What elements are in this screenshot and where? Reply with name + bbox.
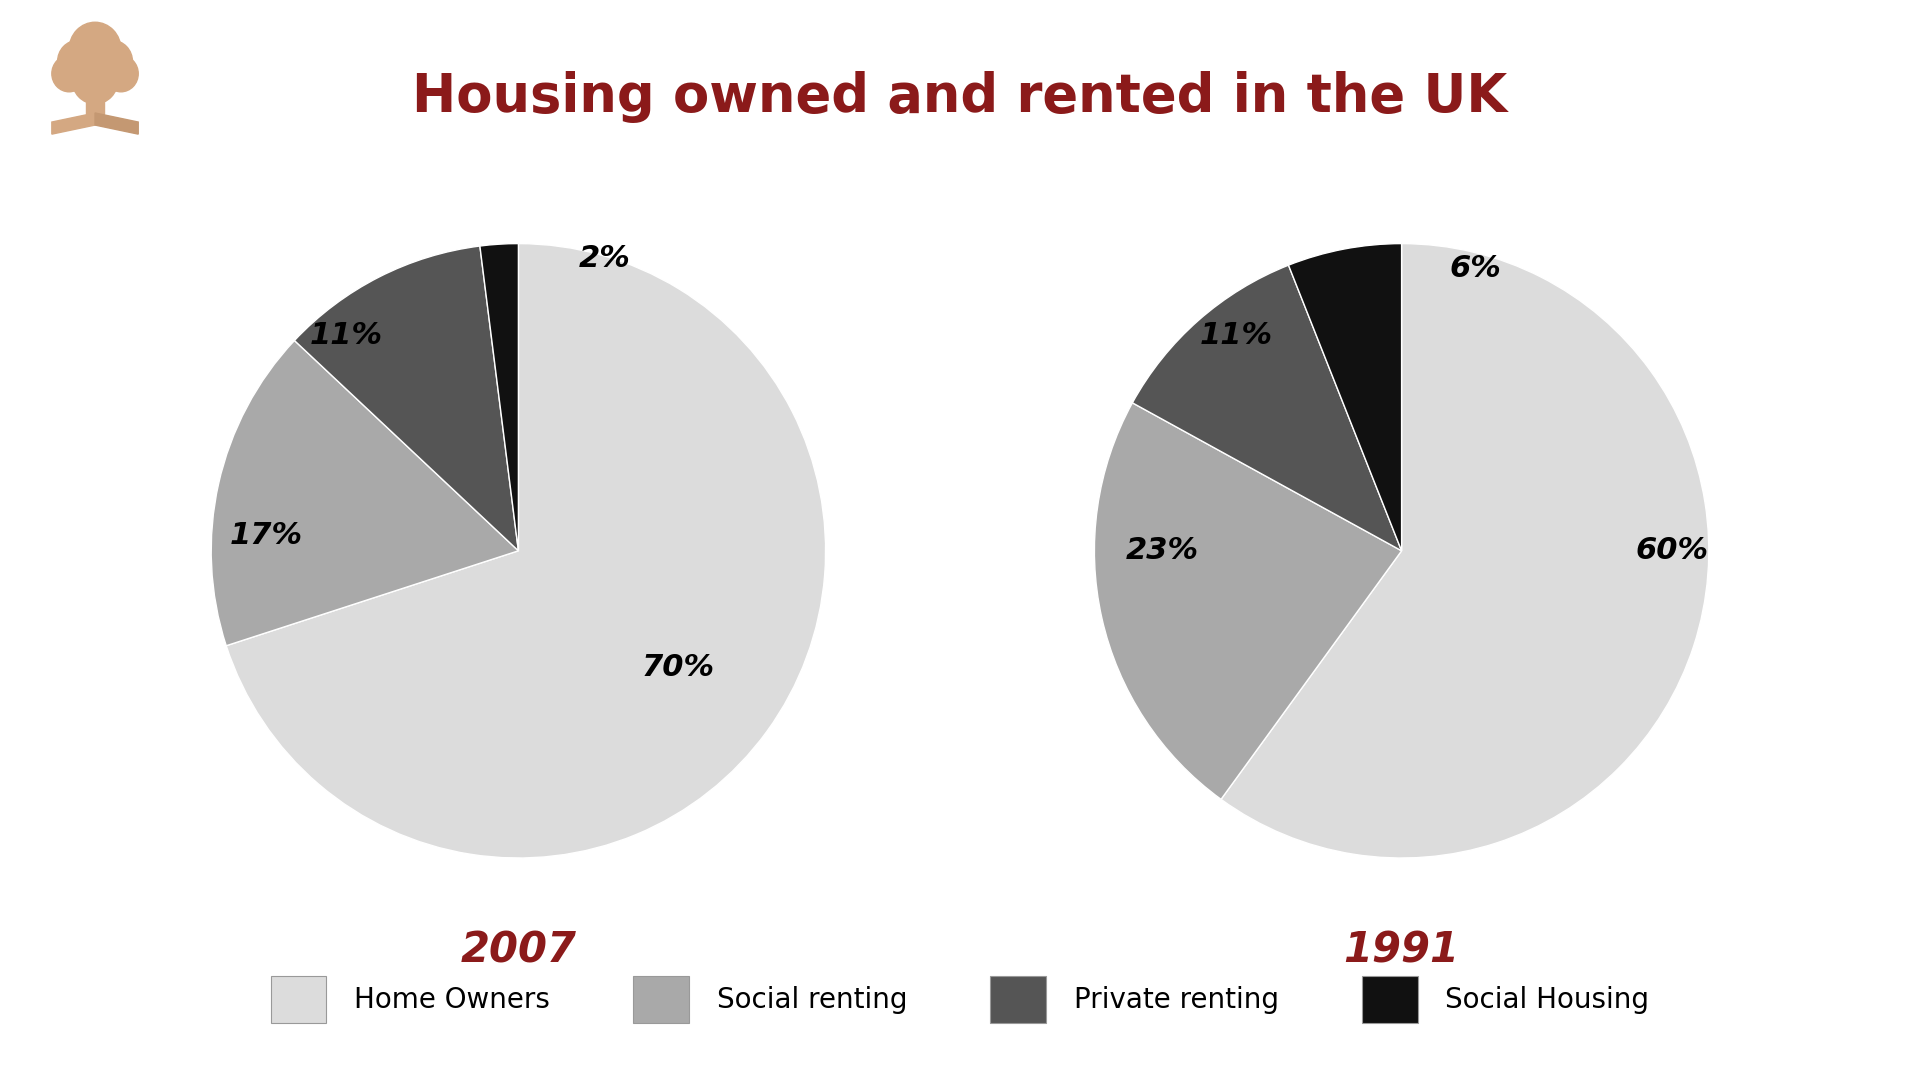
Text: 6%: 6% — [1450, 254, 1501, 283]
Text: THE CATALYST FOR ENGLISH: THE CATALYST FOR ENGLISH — [60, 157, 131, 162]
Text: TCE: TCE — [77, 135, 113, 153]
Text: 17%: 17% — [230, 521, 303, 550]
Text: 11%: 11% — [309, 321, 382, 350]
Wedge shape — [294, 246, 518, 551]
Text: 60%: 60% — [1636, 537, 1709, 565]
Circle shape — [69, 23, 121, 77]
Circle shape — [73, 55, 117, 104]
Text: 1991: 1991 — [1344, 929, 1459, 971]
Wedge shape — [1133, 266, 1402, 551]
Wedge shape — [480, 244, 518, 551]
Circle shape — [69, 42, 121, 96]
Circle shape — [92, 40, 132, 83]
Circle shape — [52, 55, 86, 92]
Circle shape — [58, 40, 98, 83]
Wedge shape — [211, 340, 518, 646]
Wedge shape — [1094, 403, 1402, 799]
Polygon shape — [94, 113, 138, 134]
Text: Housing owned and rented in the UK: Housing owned and rented in the UK — [413, 71, 1507, 123]
Legend: Home Owners, Social renting, Private renting, Social Housing: Home Owners, Social renting, Private ren… — [259, 964, 1661, 1034]
Text: 70%: 70% — [641, 653, 714, 683]
Wedge shape — [1288, 244, 1402, 551]
Wedge shape — [1221, 244, 1709, 858]
Text: 2007: 2007 — [461, 929, 576, 971]
Text: 23%: 23% — [1125, 537, 1198, 565]
Text: 11%: 11% — [1200, 321, 1273, 350]
Text: 2%: 2% — [578, 244, 630, 273]
Circle shape — [104, 55, 138, 92]
Bar — [86, 84, 104, 114]
Polygon shape — [52, 113, 94, 134]
Wedge shape — [227, 244, 826, 858]
